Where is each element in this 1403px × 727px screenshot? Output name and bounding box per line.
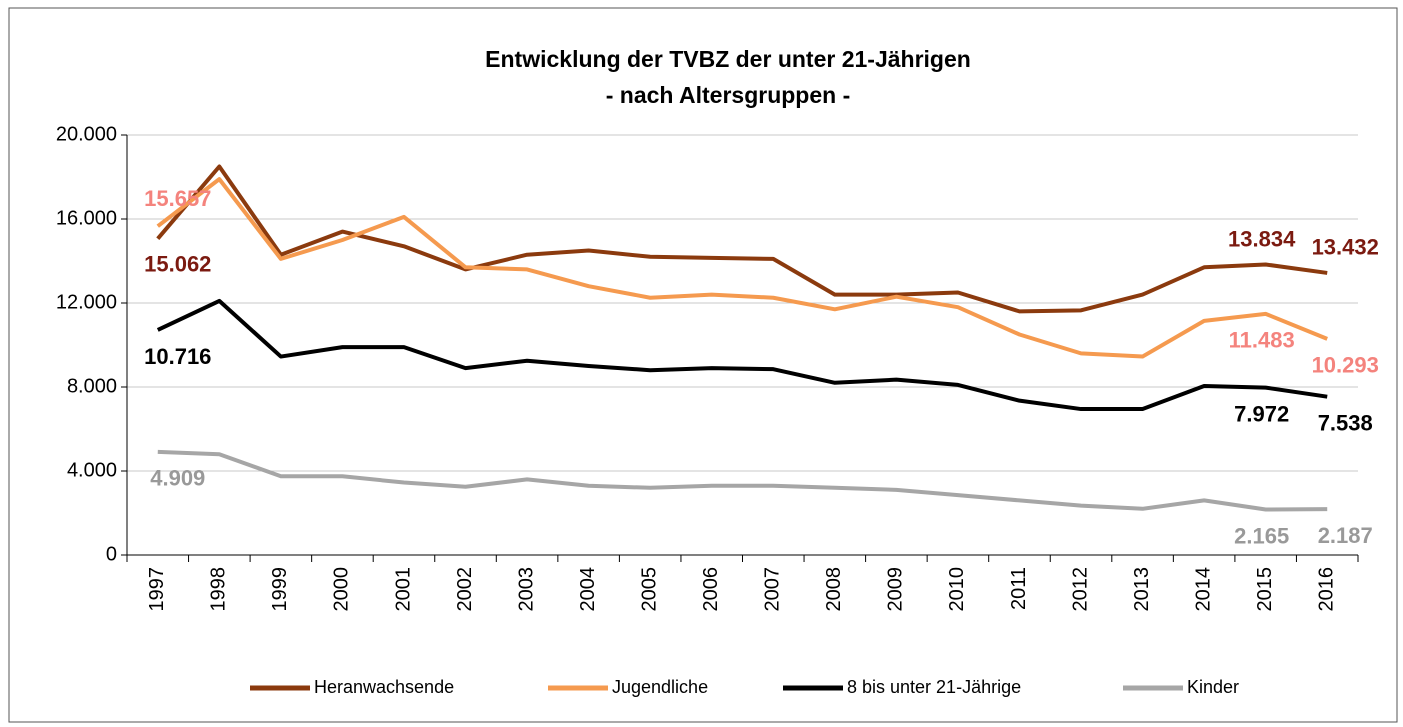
legend-label: Heranwachsende	[314, 677, 454, 697]
data-label: 13.432	[1312, 235, 1379, 260]
x-tick-label: 2005	[638, 567, 660, 612]
data-label: 2.187	[1318, 523, 1373, 548]
data-label: 10.716	[144, 344, 211, 369]
data-label: 15.657	[144, 186, 211, 211]
x-tick-label: 2007	[762, 567, 784, 612]
chart-subtitle: - nach Altersgruppen -	[606, 82, 851, 108]
legend-label: Jugendliche	[612, 677, 708, 697]
series-line	[156, 298, 1328, 412]
y-tick-label: 4.000	[67, 459, 117, 481]
x-tick-label: 2006	[700, 567, 722, 612]
data-label: 13.834	[1228, 226, 1296, 251]
legend-label: Kinder	[1187, 677, 1239, 697]
y-tick-label: 16.000	[56, 207, 117, 229]
x-tick-label: 2000	[331, 567, 353, 612]
x-tick-label: 2013	[1131, 567, 1153, 612]
x-tick-label: 2011	[1008, 567, 1030, 610]
x-tick-label: 2010	[946, 567, 968, 612]
data-label: 10.293	[1312, 353, 1379, 378]
data-label: 15.062	[144, 252, 211, 277]
y-tick-label: 8.000	[67, 375, 117, 397]
x-tick-label: 2016	[1316, 567, 1338, 612]
x-tick-label: 2001	[392, 567, 414, 612]
data-label: 2.165	[1234, 523, 1289, 548]
x-tick-label: 2002	[454, 567, 476, 612]
x-tick-label: 2009	[885, 567, 907, 612]
data-label: 4.909	[150, 466, 205, 491]
x-tick-label: 2004	[577, 567, 599, 612]
x-tick-label: 2003	[515, 567, 537, 612]
data-label: 7.972	[1234, 401, 1289, 426]
x-tick-label: 2015	[1254, 567, 1276, 612]
y-tick-label: 20.000	[56, 123, 117, 145]
data-label: 11.483	[1229, 328, 1295, 353]
x-tick-label: 1997	[146, 567, 168, 612]
series-line	[156, 177, 1328, 359]
x-tick-label: 2012	[1069, 567, 1091, 612]
x-tick-label: 1999	[269, 567, 291, 612]
legend-label: 8 bis unter 21-Jährige	[847, 677, 1021, 697]
x-tick-label: 1998	[208, 567, 230, 612]
chart-border	[8, 7, 1398, 723]
y-tick-label: 0	[106, 543, 117, 565]
y-tick-label: 12.000	[56, 291, 117, 313]
x-tick-label: 2014	[1192, 567, 1214, 612]
x-tick-label: 2008	[823, 567, 845, 612]
chart-title: Entwicklung der TVBZ der unter 21-Jährig…	[485, 46, 971, 72]
series-line	[157, 449, 1328, 512]
data-label: 7.538	[1318, 411, 1373, 436]
